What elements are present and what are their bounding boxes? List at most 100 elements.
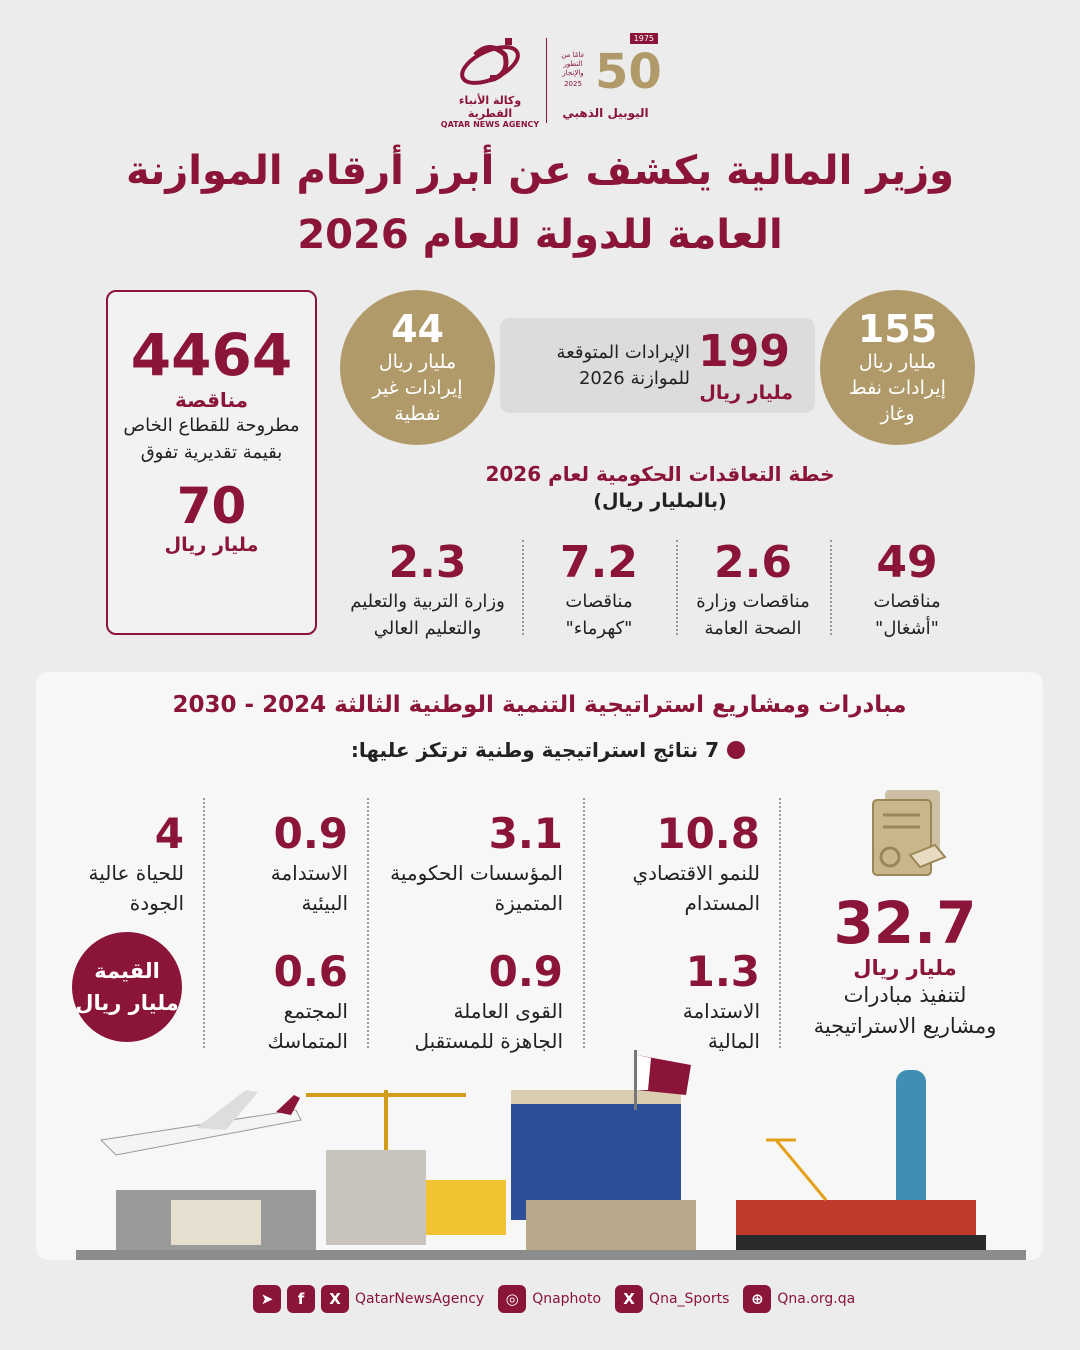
contracts-heading: خطة التعاقدات الحكومية لعام 2026 (485, 462, 835, 486)
flagpole (634, 1050, 637, 1110)
contract-label: وزارة التربية والتعليم والتعليم العالي (350, 591, 505, 639)
strategy-item: 0.9 الاستدامة البيئية (225, 810, 348, 918)
building-under-construction (326, 1150, 426, 1245)
facebook-icon[interactable]: f (287, 1285, 315, 1313)
strategy-item: 10.8 للنمو الاقتصادي المستدام (595, 810, 760, 918)
globe-icon[interactable]: ⊕ (743, 1285, 772, 1313)
cargo-ship (736, 1200, 976, 1240)
strategy-item: 0.9 القوى العاملة الجاهزة للمستقبل (385, 948, 563, 1056)
non-oil-number: 44 (391, 306, 444, 351)
x-icon[interactable]: X (321, 1285, 349, 1313)
tenders-unit: مليار ريال (164, 534, 259, 556)
jubilee-label: اليوبيل الذهبي (562, 106, 649, 120)
oil-gas-number: 155 (857, 306, 938, 351)
tenders-value: 70 (176, 477, 247, 535)
strategy-item: 4 للحياة عالية الجودة (60, 810, 184, 918)
contract-value: 2.3 (388, 537, 467, 588)
handle-qnaphoto[interactable]: Qnaphoto (532, 1291, 602, 1307)
agency-name-en: QATAR NEWS AGENCY (440, 120, 540, 129)
divider (583, 798, 585, 1048)
strategy-item: 0.6 المجتمع المتماسك (225, 948, 348, 1056)
contracts-sub: (بالمليار ريال) (593, 490, 727, 512)
item-label: المجتمع المتماسك (267, 999, 348, 1053)
item-value: 4 (154, 809, 184, 858)
tenders-label: مناقصة (175, 388, 248, 412)
strategy-heading: مبادرات ومشاريع استراتيجية التنمية الوطن… (172, 692, 907, 718)
contract-item: 2.6 مناقصات وزارة الصحة العامة (678, 538, 828, 642)
title-line1: وزير المالية يكشف عن أبرز أرقام الموازنة (125, 148, 954, 194)
contract-item: 7.2 مناقصات "كهرماء" (524, 538, 674, 642)
airplane-icon (99, 1090, 302, 1156)
expected-label: الإيرادات المتوقعة للموازنة 2026 (556, 342, 690, 389)
item-label: القوى العاملة الجاهزة للمستقبل (414, 999, 563, 1053)
expected-revenue: 199 مليار ريال الإيرادات المتوقعة للمواز… (500, 318, 815, 413)
x-icon[interactable]: X (615, 1285, 644, 1313)
tenders-number: 4464 (130, 321, 293, 389)
contract-item: 2.3 وزارة التربية والتعليم والتعليم العال… (335, 538, 520, 642)
strategy-sub-text: 7 نتائج استراتيجية وطنية ترتكز عليها: (350, 738, 719, 762)
oil-gas-revenue: 155 مليار ريال إيرادات نفط وغاز (820, 290, 975, 445)
qatar-flag-icon (637, 1055, 691, 1095)
badge-line1: القيمة (94, 959, 160, 983)
telegram-icon[interactable]: ➤ (253, 1285, 281, 1313)
handle-qna-sports[interactable]: Qna_Sports (649, 1291, 730, 1307)
logo-divider (546, 38, 547, 123)
divider (367, 798, 369, 1048)
jubilee-sub-block: عامًا من التطور والإنجاز 2025 (553, 51, 593, 89)
non-oil-label: إيرادات غير نفطية (372, 376, 463, 425)
item-label: للنمو الاقتصادي المستدام (632, 861, 760, 915)
value-badge: القيمة مليار ريال (72, 932, 182, 1042)
item-label: الاستدامة المالية (682, 999, 760, 1053)
item-value: 3.1 (488, 809, 563, 858)
jubilee-sub: عامًا من التطور والإنجاز (561, 51, 585, 77)
item-value: 0.9 (273, 809, 348, 858)
contract-item: 49 مناقصات "أشغال" (832, 538, 982, 642)
contract-value: 49 (876, 537, 938, 588)
contract-document-icon (872, 790, 947, 876)
divider (522, 540, 524, 635)
strategy-item: 1.3 الاستدامة المالية (595, 948, 760, 1056)
handle-qatarnewsagency[interactable]: QatarNewsAgency (355, 1291, 485, 1307)
oil-gas-unit: مليار ريال (858, 350, 937, 373)
economy-illustration (76, 1050, 1026, 1260)
expected-number: 199 (698, 326, 790, 377)
item-value: 1.3 (685, 947, 760, 996)
item-value: 0.6 (273, 947, 348, 996)
total-value: 32.7 (833, 889, 977, 957)
jubilee-number: 50 (595, 44, 662, 100)
qna-emblem-icon (460, 38, 520, 85)
item-label: للحياة عالية الجودة (88, 861, 184, 915)
strategy-sub: 7 نتائج استراتيجية وطنية ترتكز عليها: (300, 738, 745, 762)
instagram-icon[interactable]: ◎ (498, 1285, 527, 1313)
total-unit: مليار ريال (853, 956, 957, 980)
money-stacks (526, 1200, 696, 1255)
jubilee-logo: 1975 عامًا من التطور والإنجاز 2025 50 ال… (553, 33, 662, 125)
contract-label: مناقصات "كهرماء" (565, 591, 633, 639)
jubilee-year-end: 2025 (564, 80, 582, 88)
item-label: الاستدامة البيئية (270, 861, 348, 915)
tower (896, 1070, 926, 1230)
bullet-icon (727, 741, 745, 759)
jubilee-year: 1975 (629, 33, 658, 44)
contract-value: 7.2 (560, 537, 638, 588)
non-oil-unit: مليار ريال (378, 350, 457, 373)
tenders-desc: مطروحة للقطاع الخاص بقيمة تقديرية تفوق (123, 415, 300, 463)
strategy-total: 32.7 مليار ريال لتنفيذ مبادرات ومشاريع ا… (795, 890, 1015, 1042)
gold-bars (426, 1180, 506, 1235)
contract-label: مناقصات "أشغال" (873, 591, 941, 639)
item-value: 10.8 (656, 809, 760, 858)
divider (676, 540, 678, 635)
qna-logo: وكالة الأنباء القطرية QATAR NEWS AGENCY (440, 35, 540, 129)
website-link[interactable]: Qna.org.qa (777, 1291, 856, 1307)
divider (830, 540, 832, 635)
title-line2: العامة للدولة للعام 2026 (297, 212, 783, 258)
tenders-box: 4464 مناقصة مطروحة للقطاع الخاص بقيمة تق… (106, 290, 317, 635)
agency-name-ar: وكالة الأنباء القطرية (458, 94, 522, 120)
total-label: لتنفيذ مبادرات ومشاريع الاستراتيجية (813, 983, 997, 1038)
item-value: 0.9 (488, 947, 563, 996)
expected-unit: مليار ريال (699, 382, 793, 404)
non-oil-revenue: 44 مليار ريال إيرادات غير نفطية (340, 290, 495, 445)
item-label: المؤسسات الحكومية المتميزة (390, 861, 563, 915)
divider (779, 798, 781, 1048)
badge-line2: مليار ريال (75, 991, 179, 1015)
